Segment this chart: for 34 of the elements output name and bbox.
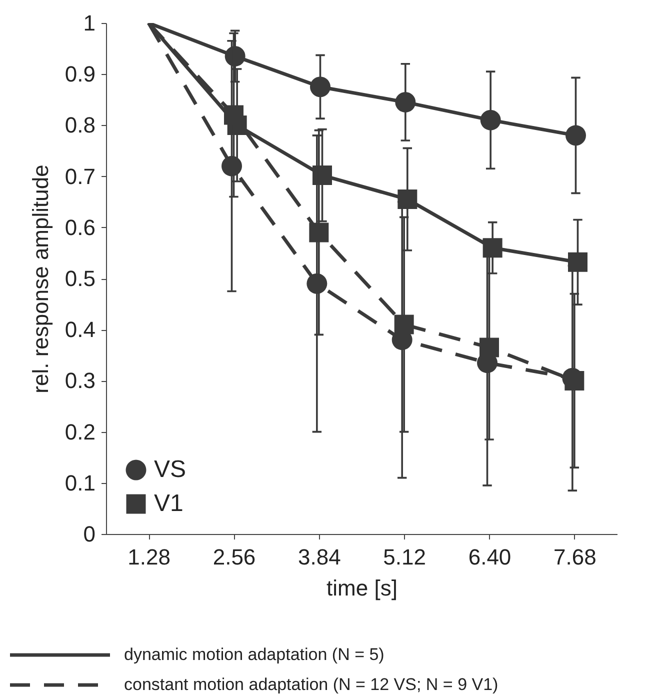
point: [310, 76, 330, 98]
x-tick-label: 3.84: [298, 544, 341, 570]
point: [222, 156, 242, 176]
y-tick-label: 0.1: [64, 470, 96, 496]
y-tick-label: 0.8: [64, 112, 96, 138]
point: [480, 338, 499, 358]
x-tick-label: 2.56: [212, 544, 256, 570]
y-tick-label: 0.5: [64, 266, 96, 291]
legend-label: V1: [154, 490, 184, 517]
legend-label: VS: [154, 456, 186, 483]
x-tick-label: 6.40: [468, 544, 512, 570]
point: [480, 110, 501, 130]
x-tick-label: 1.28: [128, 544, 170, 570]
point: [566, 125, 586, 146]
x-axis-title: time [s]: [326, 576, 398, 600]
text: constant motion adaptation (N = 12 VS; N = 9 V1): [124, 675, 498, 694]
point: [568, 252, 588, 272]
x-tick-label: 5.12: [383, 544, 426, 570]
y-tick-label: 0.9: [64, 62, 96, 87]
y-axis-title: rel. response amplitude: [28, 164, 53, 394]
point: [309, 222, 329, 242]
y-tick-label: 0: [83, 522, 96, 546]
point: [395, 92, 416, 112]
point: [398, 190, 418, 210]
point: [224, 105, 244, 125]
y-tick-label: 0.2: [64, 419, 96, 444]
y-tick-label: 0.7: [64, 164, 96, 189]
y-tick-label: 0.6: [64, 214, 96, 240]
point: [394, 314, 414, 334]
x-tick-label: 7.68: [554, 544, 596, 570]
y-tick-label: 1: [83, 10, 96, 36]
y-tick-label: 0.3: [64, 368, 96, 394]
text: dynamic motion adaptation (N = 5): [124, 645, 384, 664]
y-tick-label: 0.4: [64, 317, 96, 342]
